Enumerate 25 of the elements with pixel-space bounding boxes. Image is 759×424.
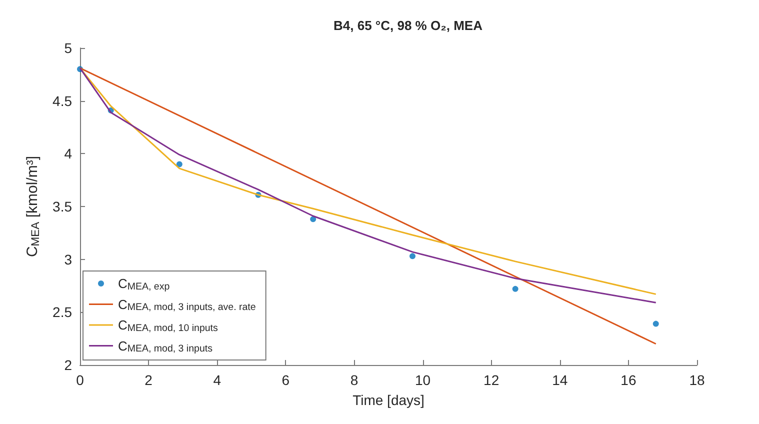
x-tick-label: 6 xyxy=(282,372,290,388)
x-tick-label: 10 xyxy=(414,372,431,388)
x-tick-label: 2 xyxy=(144,372,153,388)
y-tick-label: 3.5 xyxy=(52,198,72,214)
x-tick-label: 16 xyxy=(620,372,636,388)
y-tick-label: 4 xyxy=(64,146,72,162)
point xyxy=(652,320,659,327)
y-tick-label: 5 xyxy=(64,40,72,56)
chart-title: B4, 65 °C, 98 % O₂, MEA xyxy=(334,18,484,33)
y-tick-label: 3 xyxy=(64,251,72,268)
y-axis-title: CMEA [kmol/m³] xyxy=(24,156,42,258)
y-tick-label: 2 xyxy=(64,357,72,373)
x-axis-title: Time [days] xyxy=(352,392,424,408)
point xyxy=(176,161,182,168)
x-tick-label: 14 xyxy=(552,372,568,388)
point xyxy=(310,216,316,222)
x-tick-label: 18 xyxy=(689,372,705,388)
y-tick-label: 4.5 xyxy=(52,92,72,109)
point xyxy=(512,286,518,292)
x-tick-label: 8 xyxy=(350,372,358,388)
x-tick-label: 12 xyxy=(484,372,500,388)
y-tick-label: 2.5 xyxy=(52,304,72,320)
x-tick-label: 4 xyxy=(213,372,222,388)
x-tick-label: 0 xyxy=(76,372,84,388)
point xyxy=(410,253,416,260)
